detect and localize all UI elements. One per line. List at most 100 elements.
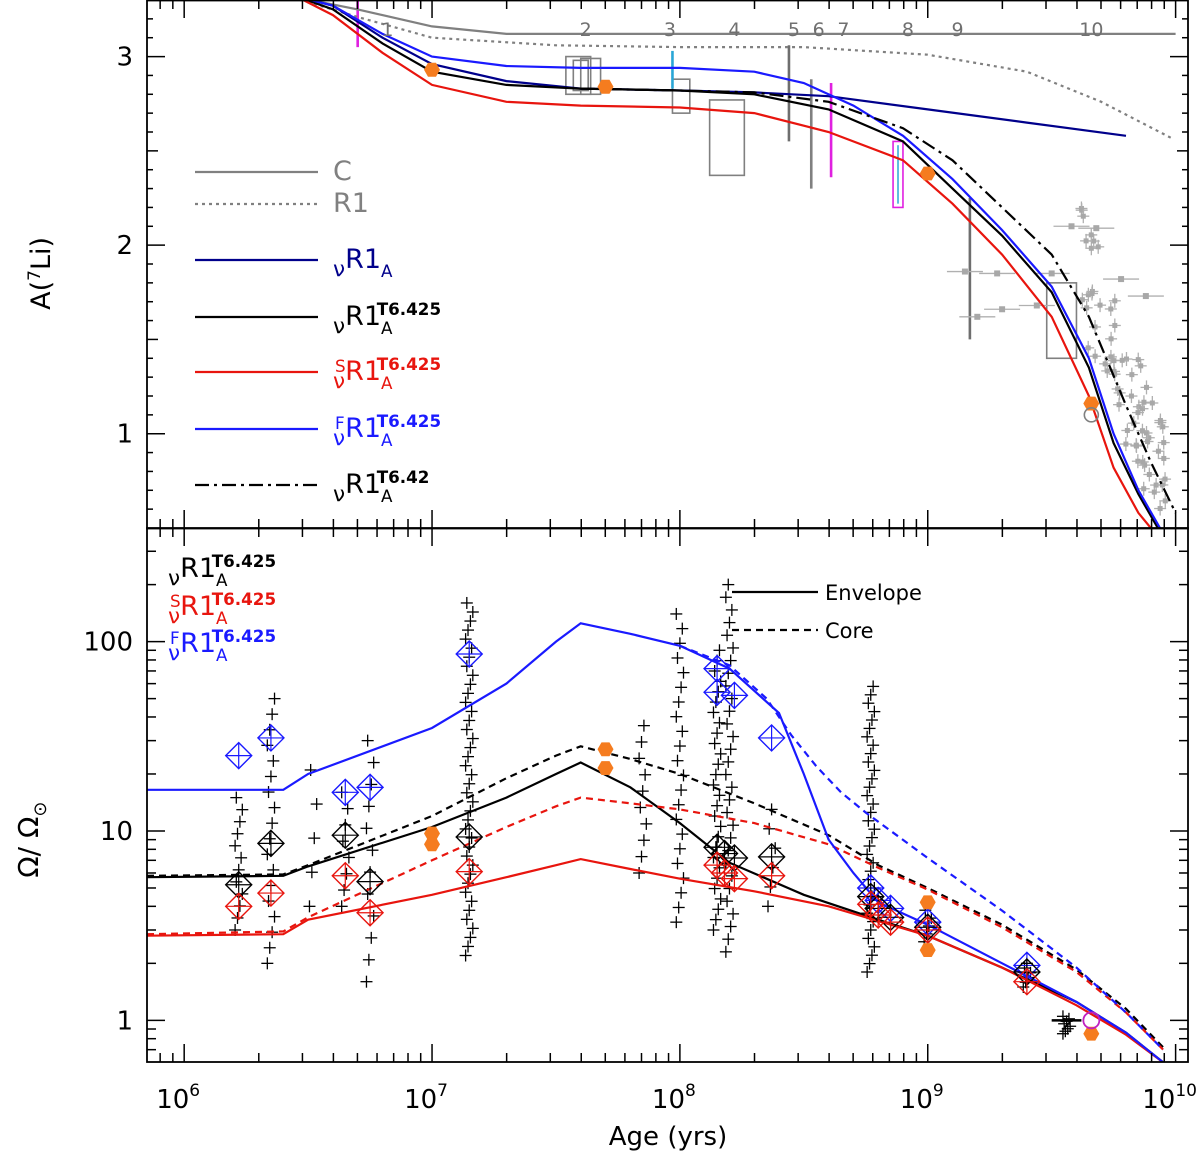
legend-label: νR1A <box>333 356 393 394</box>
field-stars <box>946 201 1173 540</box>
field-star <box>1141 399 1147 405</box>
median-diamond <box>757 861 786 890</box>
cluster-number: 8 <box>902 19 914 41</box>
series-line <box>147 622 1164 1062</box>
series-line <box>303 0 1160 528</box>
field-star <box>1160 424 1166 430</box>
field-star <box>1033 302 1040 309</box>
orange-point <box>919 166 936 181</box>
y-axis-label: Ω/ Ω⊙ <box>12 802 51 878</box>
field-star <box>1079 297 1085 303</box>
legend-label: νR1A <box>333 244 393 282</box>
x-tick-label: 109 <box>900 1081 944 1115</box>
line-legend-label: Envelope <box>825 581 922 605</box>
series-line <box>295 0 1172 139</box>
series-line <box>580 87 1177 514</box>
field-star <box>1157 506 1163 512</box>
model-legend-label: νR1A <box>168 553 228 591</box>
field-star <box>999 306 1006 313</box>
series-line <box>679 644 1164 1051</box>
legend-prescript: S <box>170 591 181 611</box>
y-tick-label: 1 <box>116 420 133 450</box>
median-diamond <box>455 857 484 886</box>
median-diamond <box>856 890 885 919</box>
field-star <box>994 270 1001 277</box>
field-star <box>1111 368 1117 374</box>
orange-point <box>597 79 614 94</box>
cluster-number: 7 <box>837 19 849 41</box>
field-star <box>1102 361 1108 367</box>
y-tick-label: 3 <box>116 43 133 73</box>
rotation-observations <box>229 578 1082 1040</box>
median-diamond <box>331 778 360 807</box>
field-star <box>1143 384 1149 390</box>
cluster-number: 4 <box>728 19 740 41</box>
sun-marker <box>1083 407 1100 423</box>
cluster-box <box>671 78 691 114</box>
field-star <box>1108 336 1114 342</box>
cluster-number: 9 <box>951 19 963 41</box>
legend-superscript: T6.425 <box>212 551 276 571</box>
median-diamond <box>256 879 285 908</box>
x-tick-label: 108 <box>652 1081 696 1115</box>
field-star <box>1095 244 1101 250</box>
field-star <box>1161 455 1167 461</box>
field-star <box>1149 400 1155 406</box>
cluster-number: 2 <box>580 19 592 41</box>
field-star <box>1135 458 1141 464</box>
field-star <box>1088 232 1094 238</box>
field-star <box>1124 427 1130 433</box>
orange-point <box>919 943 936 957</box>
median-diamond <box>876 908 905 937</box>
field-star <box>1146 471 1152 477</box>
series-line <box>147 857 1164 1062</box>
legend-label: νR1A <box>333 413 393 451</box>
cluster-number: 5 <box>788 19 800 41</box>
field-star <box>1083 238 1089 244</box>
field-star <box>1116 402 1122 408</box>
field-star <box>1112 322 1118 328</box>
legend-superscript: T6.425 <box>377 354 441 374</box>
median-diamond <box>455 822 484 851</box>
field-star <box>1123 441 1129 447</box>
y-axis-label: A(7Li) <box>25 237 57 310</box>
legend-superscript: T6.42 <box>377 467 430 487</box>
model-curves <box>295 0 1177 528</box>
field-star <box>1159 482 1165 488</box>
field-star <box>1139 428 1145 434</box>
field-star <box>1085 345 1091 351</box>
sun-marker <box>1082 1011 1101 1030</box>
orange-point <box>919 895 936 910</box>
field-star <box>1146 435 1152 441</box>
rotation-curves <box>147 622 1164 1062</box>
median-diamond <box>331 821 360 850</box>
bottom-frame <box>146 527 1189 1063</box>
field-star <box>1151 489 1157 495</box>
field-star <box>1080 213 1086 219</box>
field-star <box>1168 535 1173 540</box>
field-star <box>1115 386 1121 392</box>
field-star <box>1068 223 1075 230</box>
field-star <box>1138 363 1144 369</box>
field-star <box>1079 207 1085 213</box>
x-tick-label: 1010 <box>1142 1081 1197 1115</box>
field-star <box>1089 291 1095 297</box>
field-star <box>1091 238 1097 244</box>
cluster-number: 3 <box>664 19 676 41</box>
series-line <box>147 745 1164 1049</box>
orange-point <box>1083 396 1100 411</box>
series-line <box>147 761 1164 1062</box>
field-star <box>1142 293 1149 300</box>
cluster-box <box>708 99 746 177</box>
cluster-box <box>1045 282 1078 360</box>
cluster-observations <box>356 0 1078 360</box>
cluster-box <box>579 57 602 96</box>
y-tick-label: 1 <box>116 1006 133 1036</box>
median-diamond <box>720 864 749 893</box>
cluster-box <box>565 55 592 96</box>
orange-point <box>597 742 614 757</box>
field-star <box>1141 486 1147 492</box>
field-star <box>1108 354 1114 360</box>
field-star <box>1145 439 1151 445</box>
